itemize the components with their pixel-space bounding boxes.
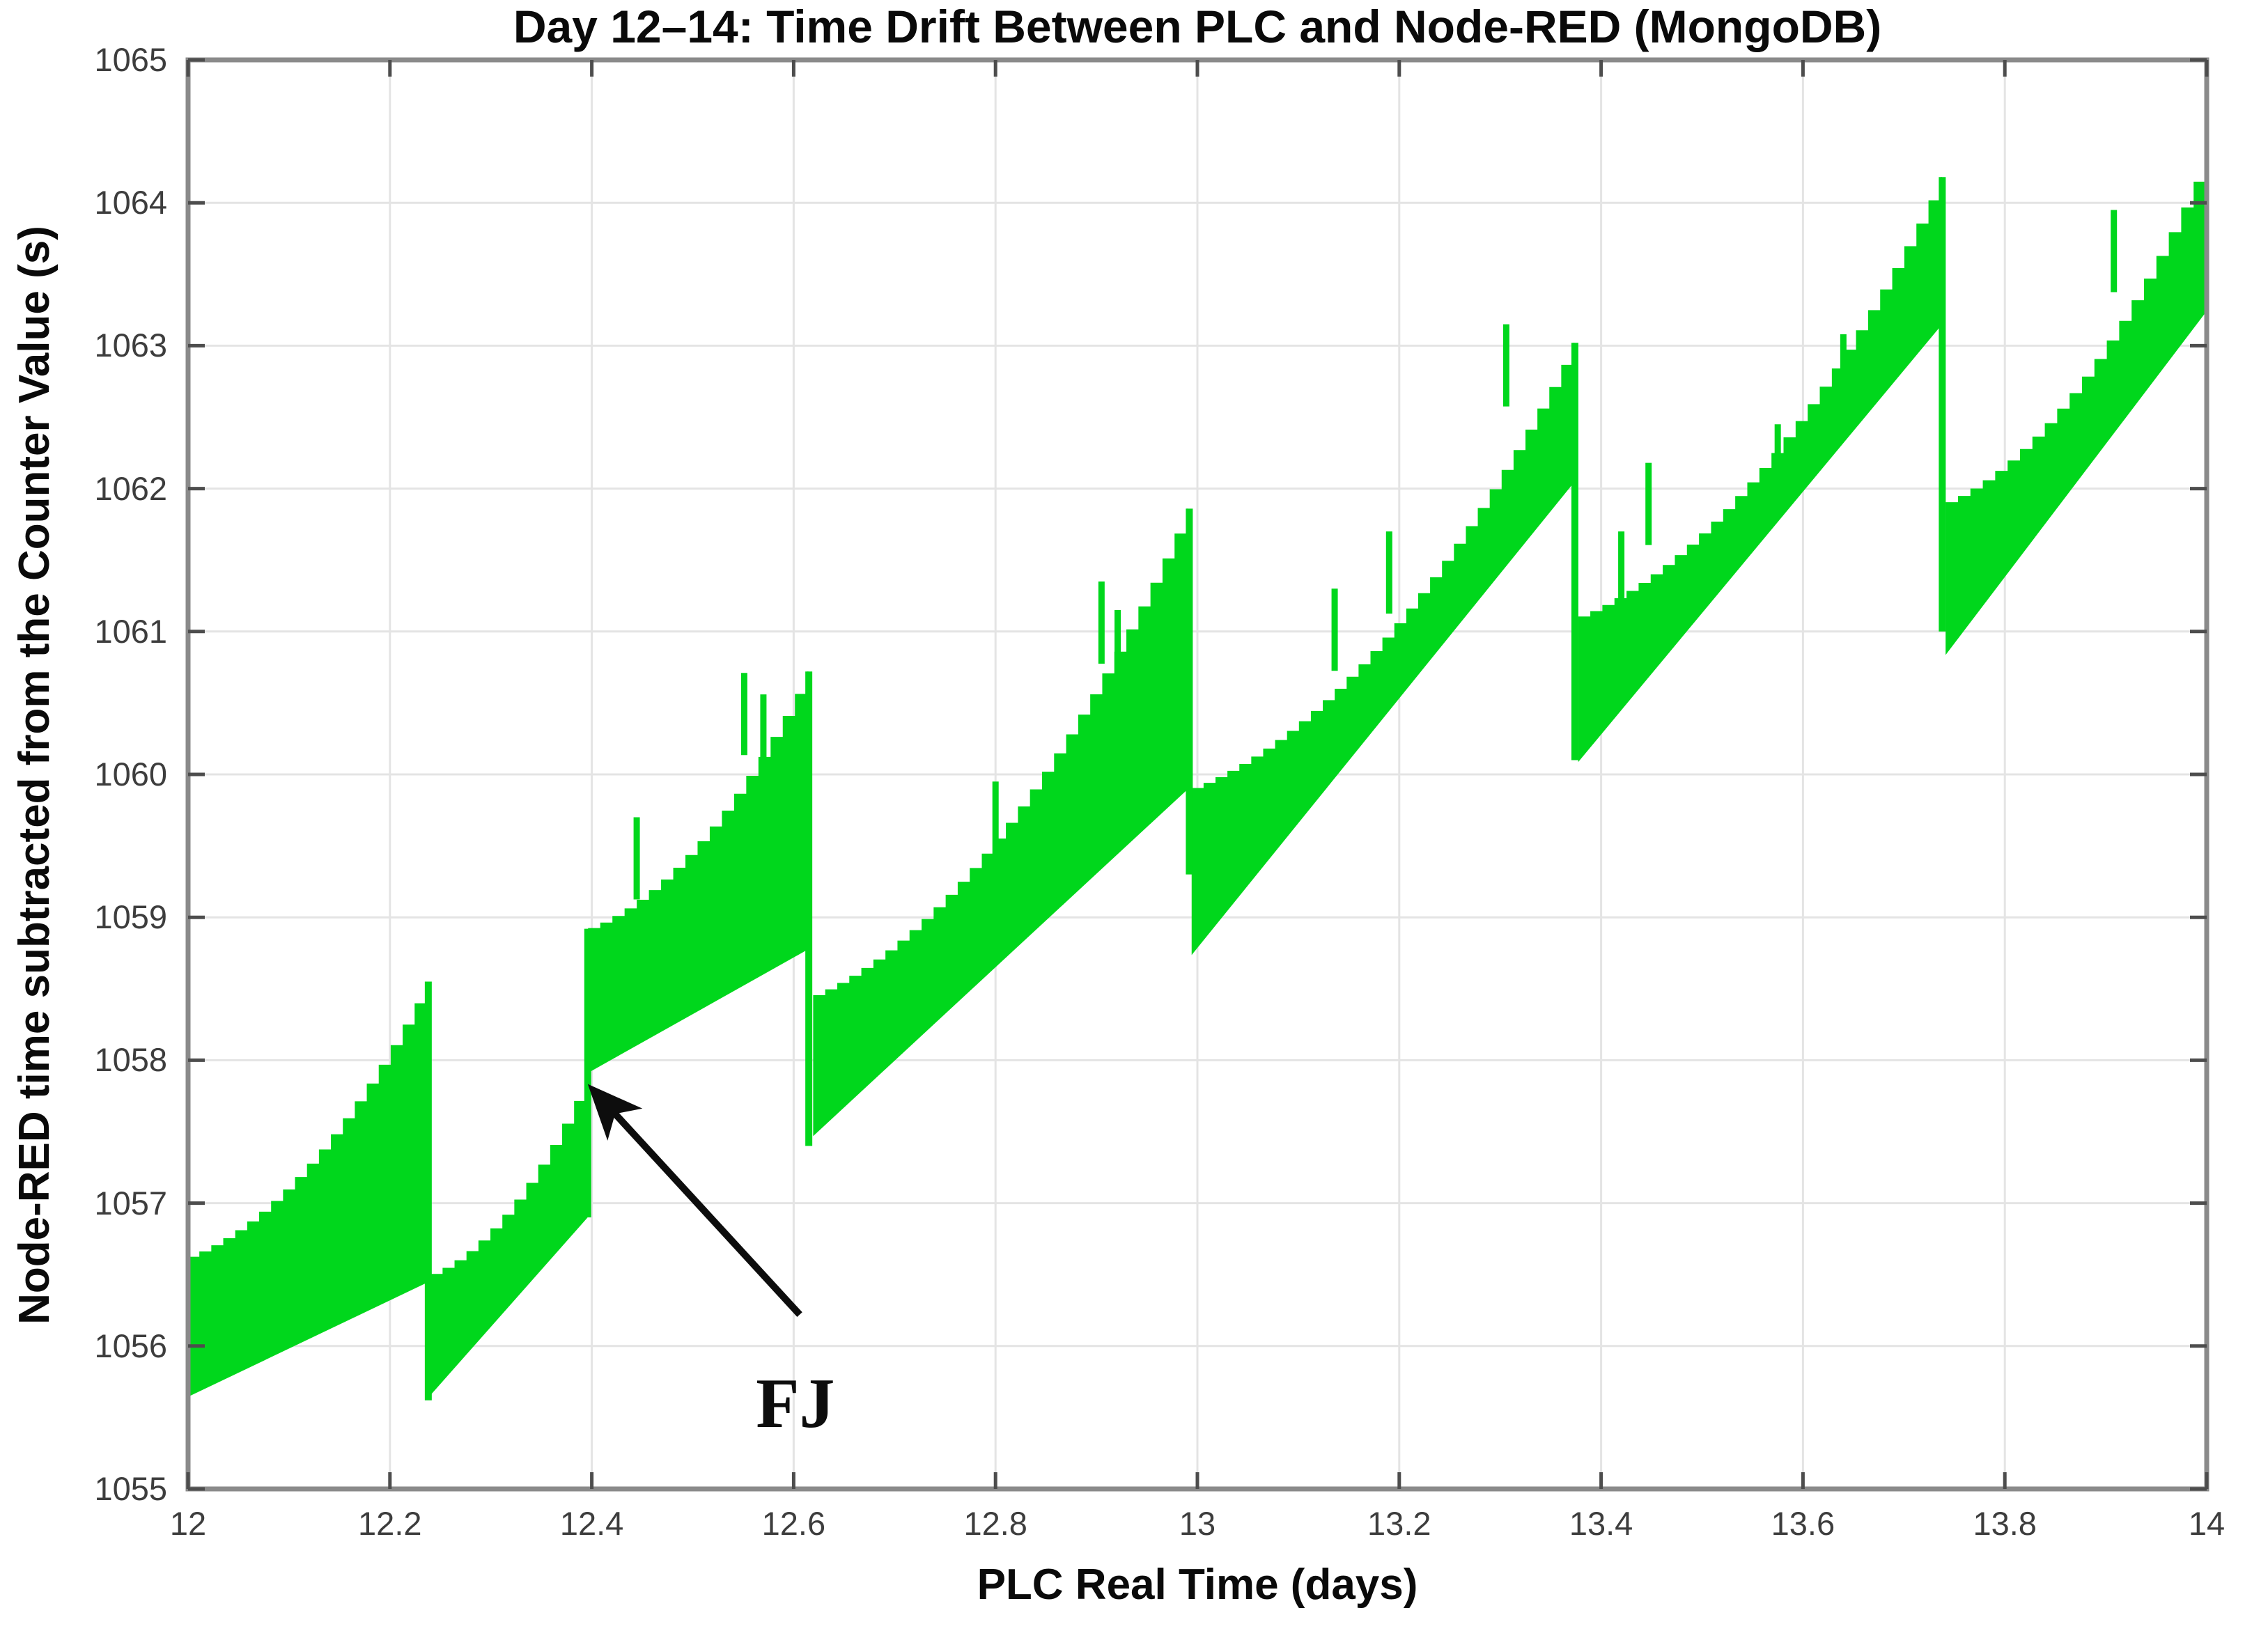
x-tick-label: 12.2 [358, 1505, 422, 1542]
y-tick-label: 1065 [94, 41, 167, 78]
x-tick-label: 14 [2188, 1505, 2226, 1542]
x-tick-label: 13.4 [1569, 1505, 1633, 1542]
y-tick-label: 1060 [94, 756, 167, 793]
data-band-segment [1578, 177, 1942, 763]
y-tick-label: 1056 [94, 1327, 167, 1364]
x-tick-label: 12.4 [559, 1505, 624, 1542]
data-band-segment [187, 981, 428, 1398]
x-tick-label: 13.2 [1367, 1505, 1431, 1542]
y-tick-label: 1059 [94, 898, 167, 936]
chart-title: Day 12–14: Time Drift Between PLC and No… [513, 1, 1882, 52]
data-band-segment [588, 671, 809, 1073]
y-tick-label: 1062 [94, 469, 167, 507]
data-band-segment [430, 1077, 588, 1396]
data-band-segment [1191, 343, 1575, 955]
annotation-fj-label: FJ [756, 1364, 835, 1443]
y-tick-label: 1055 [94, 1470, 167, 1507]
x-tick-label: 12.8 [963, 1505, 1027, 1542]
x-tick-label: 13.6 [1771, 1505, 1835, 1542]
y-tick-label: 1064 [94, 184, 167, 221]
x-tick-label: 13.8 [1973, 1505, 2037, 1542]
x-tick-label: 12 [169, 1505, 207, 1542]
annotation-arrow [587, 1084, 802, 1318]
y-tick-label: 1058 [94, 1041, 167, 1079]
x-tick-label: 12.6 [761, 1505, 826, 1542]
y-tick-label: 1057 [94, 1184, 167, 1222]
x-axis-label: PLC Real Time (days) [977, 1561, 1418, 1609]
y-tick-label: 1061 [94, 612, 167, 650]
x-tick-label: 13 [1179, 1505, 1216, 1542]
y-tick-label: 1063 [94, 327, 167, 364]
data-band-segment [1945, 155, 2207, 655]
data-band-segment [813, 508, 1188, 1137]
